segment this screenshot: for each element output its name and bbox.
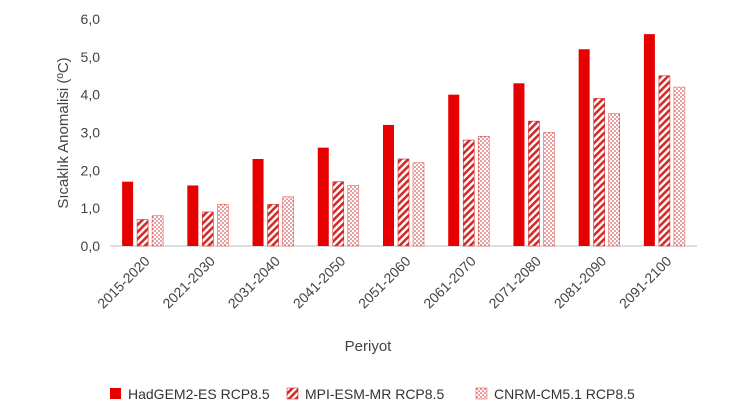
bar: [332, 181, 345, 247]
legend-label: HadGEM2-ES RCP8.5: [128, 386, 270, 402]
bar: [252, 158, 264, 246]
bar: [282, 196, 294, 247]
y-axis-title: Sıcaklık Anomalisi (ºC): [55, 57, 72, 208]
x-tick-label: 2051-2060: [355, 253, 414, 312]
x-tick-label: 2061-2070: [420, 253, 479, 312]
legend-label: CNRM-CM5.1 RCP8.5: [494, 386, 635, 402]
bar: [658, 75, 671, 247]
bar: [267, 204, 279, 247]
y-tick-label: 6,0: [81, 11, 101, 27]
bar: [397, 158, 410, 247]
x-tick-label: 2021-2030: [159, 253, 218, 312]
bar: [643, 34, 655, 247]
x-tick-label: 2015-2020: [94, 253, 153, 312]
bar: [477, 135, 490, 247]
y-tick-label: 1,0: [81, 200, 101, 216]
bar: [122, 181, 134, 246]
legend-swatch: [110, 388, 121, 399]
bar: [202, 211, 214, 247]
y-tick-label: 2,0: [81, 162, 101, 178]
bar: [513, 83, 525, 246]
x-tick-label: 2041-2050: [290, 253, 349, 312]
legend-swatch: [286, 387, 299, 400]
bar: [217, 204, 229, 247]
x-tick-label: 2031-2040: [225, 253, 284, 312]
legend-label: MPI-ESM-MR RCP8.5: [305, 386, 444, 402]
legend: HadGEM2-ES RCP8.5 MPI-ESM-MR RCP8.5 CNRM-C…: [110, 386, 635, 402]
bar: [448, 94, 460, 247]
bar: [383, 124, 394, 246]
x-tick-label: 2091-2100: [616, 253, 675, 312]
y-tick-label: 3,0: [81, 125, 101, 141]
bar: [528, 120, 540, 247]
bar: [412, 162, 425, 247]
bar: [347, 185, 360, 247]
bar: [543, 132, 555, 247]
bar: [578, 49, 590, 247]
legend-swatch: [475, 387, 488, 400]
y-tick-label: 4,0: [81, 87, 101, 103]
y-tick-label: 0,0: [81, 238, 101, 254]
bar: [608, 113, 620, 247]
bar: [462, 139, 475, 247]
y-tick-label: 5,0: [81, 49, 101, 65]
x-tick-label: 2071-2080: [485, 253, 544, 312]
x-axis-title: Periyot: [345, 338, 393, 355]
bar: [187, 185, 199, 246]
bar: [136, 219, 149, 247]
x-tick-label: 2081-2090: [551, 253, 610, 312]
bar: [317, 147, 329, 246]
bar: [673, 86, 686, 247]
bar: [151, 215, 164, 247]
bar: [593, 98, 605, 247]
